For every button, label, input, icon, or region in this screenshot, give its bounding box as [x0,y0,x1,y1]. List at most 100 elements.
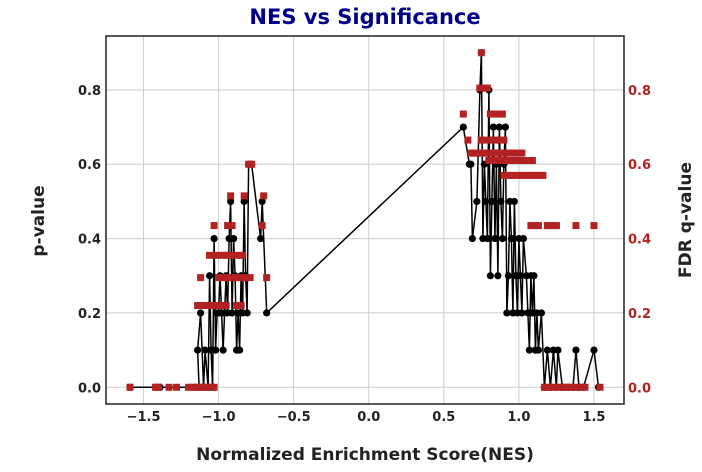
y-tick-label-left: 0.8 [78,84,101,99]
fdr-point [204,301,212,309]
fdr-point [540,383,548,391]
fdr-point [240,192,248,200]
fdr-point [477,136,485,144]
fdr-point [218,301,226,309]
pvalue-point [468,234,476,243]
y-tick-labels-right: 0.0 0.2 0.4 0.6 0.8 [628,84,651,396]
pvalue-point [193,346,202,354]
fdr-point [491,136,499,144]
pvalue-point [501,123,509,131]
fdr-point [543,222,551,230]
pvalue-point [473,197,481,206]
x-tick-label: −1.0 [202,410,236,425]
pvalue-point [196,309,205,317]
pvalue-point [519,234,528,243]
pvalue-point [590,346,598,354]
fdr-point [185,383,193,391]
fdr-point [206,251,214,259]
fdr-point [165,383,173,391]
pvalue-series [126,49,603,391]
fdr-point [126,383,134,391]
pvalue-point [201,346,209,354]
fdr-point [513,171,521,179]
fdr-point [155,383,163,391]
fdr-point [477,49,485,57]
pvalue-point [257,234,265,243]
pvalue-point [497,197,505,206]
fdr-point [527,171,535,179]
pvalue-point [504,272,512,280]
pvalue-point [530,272,538,280]
pvalue-point [459,123,467,131]
y-axis-label-right: FDR q-value [676,162,696,278]
fdr-point [194,301,202,309]
fdr-point [233,251,241,259]
fdr-point [545,383,553,391]
pvalue-point [572,346,580,354]
fdr-point [572,383,580,391]
fdr-point [242,274,250,282]
fdr-point [554,383,562,391]
fdr-point [210,383,218,391]
fdr-point [528,157,536,165]
fdr-point [522,171,530,179]
fdr-point [213,301,221,309]
fdr-point [512,157,520,165]
fdr-point [246,274,254,282]
x-tick-label: 1.5 [582,410,605,425]
pvalue-point [227,197,235,206]
fdr-point [237,301,245,309]
y-tick-label-right: 0.8 [628,84,651,99]
fdr-point [483,84,491,92]
pvalue-point [228,309,236,317]
pvalue-point [554,346,562,354]
pvalue-point [510,197,518,206]
fdr-point [503,157,511,165]
fdr-point [227,251,235,259]
pvalue-point [518,309,526,317]
fdr-point [549,383,557,391]
fdr-point [500,171,508,179]
fdr-point [209,301,217,309]
pvalue-point [495,123,503,131]
pvalue-point [467,160,475,168]
fdr-point [239,251,247,259]
fdr-point [495,136,503,144]
y-tick-label-left: 0.4 [78,233,101,248]
x-tick-labels: −1.5 −1.0 −0.5 0.0 0.5 1.0 1.5 [127,410,606,425]
fdr-point [233,301,241,309]
pvalue-point [230,234,238,243]
fdr-point [489,157,497,165]
pvalue-point [206,272,214,280]
pvalue-point [240,197,248,206]
fdr-point [590,222,598,230]
x-tick-label: 0.0 [357,410,380,425]
fdr-point [534,222,542,230]
fdr-point [210,222,218,230]
fdr-point [233,274,241,282]
fdr-point [552,222,560,230]
fdr-point [518,171,526,179]
fdr-point [248,160,256,168]
grid-lines [106,36,624,404]
fdr-point [563,383,571,391]
pvalue-point [236,346,244,354]
pvalue-point [491,234,499,243]
fdr-point [224,274,232,282]
fdr-point [581,383,589,391]
fdr-point [219,274,227,282]
y-tick-label-right: 0.0 [628,381,651,396]
fdr-point [572,222,580,230]
fdr-point [521,157,529,165]
fdr-point [212,251,220,259]
fdr-point [558,383,566,391]
pvalue-point [534,346,543,354]
pvalue-point [489,123,497,131]
fdr-point [527,222,535,230]
x-tick-label: −0.5 [277,410,311,425]
y-tick-label-left: 0.0 [78,381,101,396]
fdr-point [498,157,506,165]
pvalue-point [537,309,546,317]
fdr-point [464,136,472,144]
